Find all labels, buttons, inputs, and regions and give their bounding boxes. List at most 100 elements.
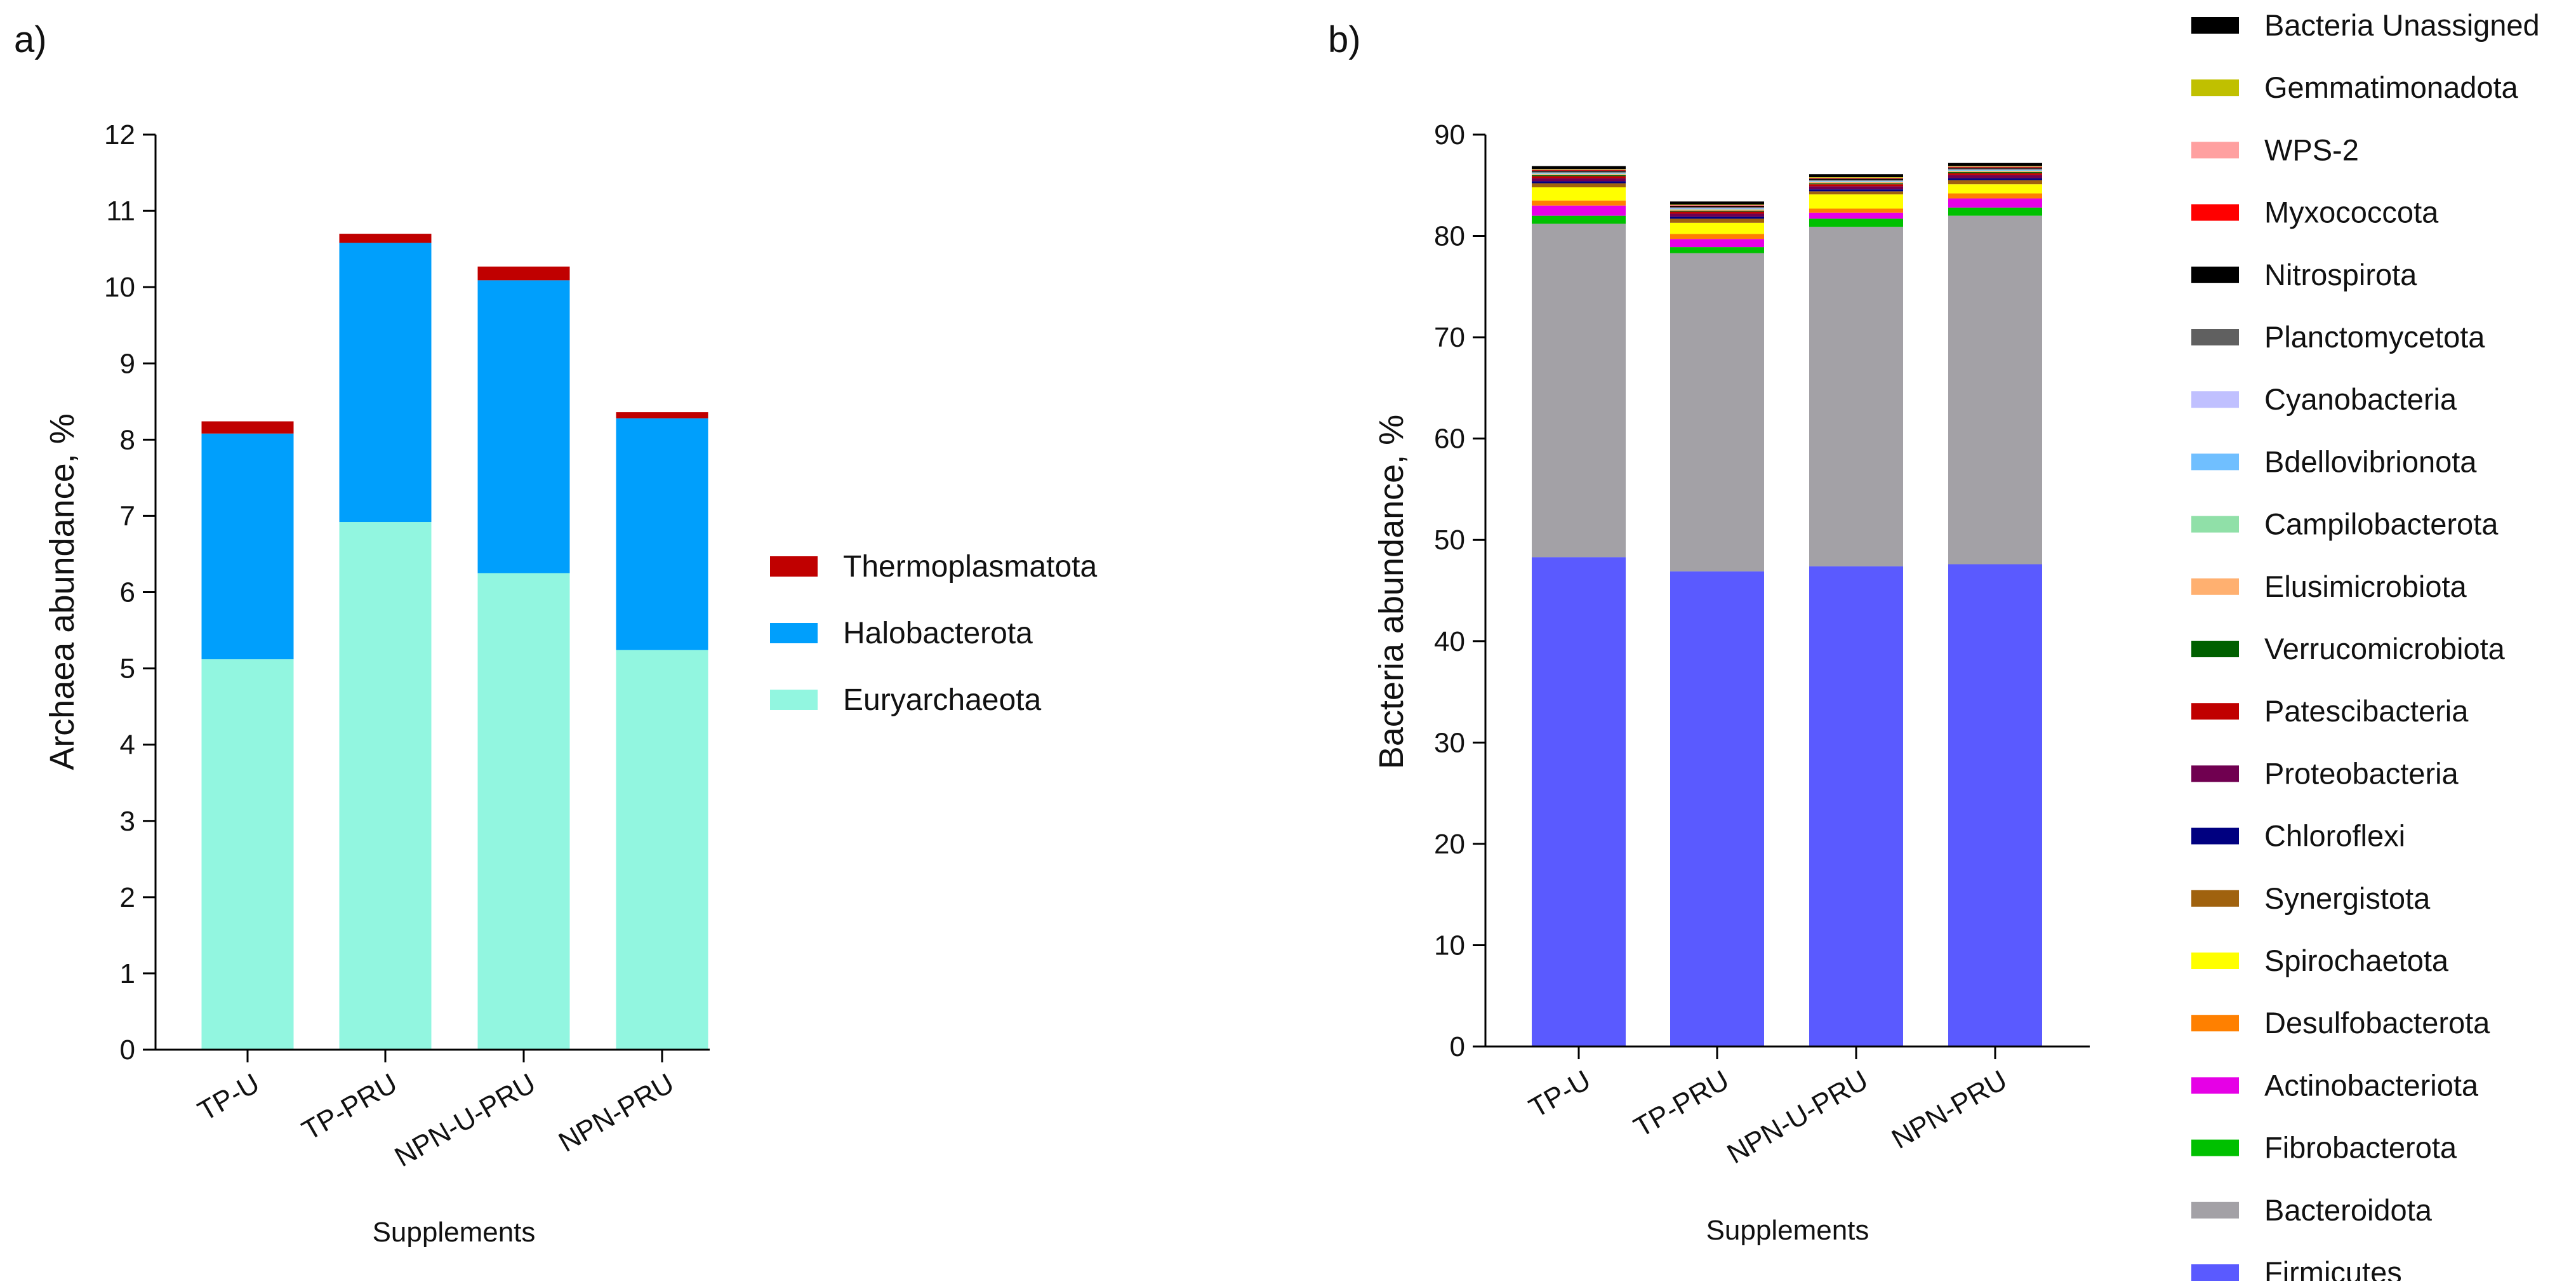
legend-label-spirochaetota: Spirochaetota (2264, 944, 2449, 977)
bar-elusimicrobiota-npn-pru (1948, 171, 2042, 173)
legend-swatch-bacteria-unassigned (2191, 17, 2239, 34)
bar-proteobacteria-tp-u (1532, 178, 1626, 182)
x-tick-label: NPN-U-PRU (390, 1067, 541, 1173)
bar-verrucomicrobiota-npn-u-pru (1809, 183, 1903, 185)
bar-proteobacteria-tp-pru (1670, 213, 1764, 217)
legend-label-fibrobacterota: Fibrobacterota (2264, 1131, 2457, 1165)
legend-swatch-campilobacterota (2191, 516, 2239, 533)
bar-elusimicrobiota-tp-u (1532, 174, 1626, 175)
bar-gemmatimonadota-tp-u (1532, 169, 1626, 170)
bar-myxococcota-npn-u-pru (1809, 178, 1903, 179)
bar-fibrobacterota-tp-u (1532, 215, 1626, 224)
bar-chloroflexi-npn-u-pru (1809, 189, 1903, 192)
y-tick-label: 0 (1450, 1031, 1465, 1062)
legend-swatch-synergistota (2191, 890, 2239, 907)
legend-label-proteobacteria: Proteobacteria (2264, 756, 2459, 790)
bar-cyanobacteria-tp-pru (1670, 208, 1764, 209)
bar-euryarchaeota-npn-pru (616, 650, 708, 1050)
y-tick-label: 9 (120, 348, 135, 379)
bar-synergistota-npn-u-pru (1809, 191, 1903, 195)
legend-swatch-spirochaetota (2191, 953, 2239, 969)
y-tick-label: 11 (106, 196, 135, 227)
x-tick-label: TP-PRU (297, 1067, 402, 1146)
panel-b-y-axis-label: Bacteria abundance, % (1372, 415, 1411, 769)
bar-planctomycetota-tp-pru (1670, 207, 1764, 208)
legend-label-bacteria-unassigned: Bacteria Unassigned (2264, 8, 2540, 42)
bar-patescibacteria-tp-u (1532, 176, 1626, 178)
legend-label-elusimicrobiota: Elusimicrobiota (2264, 570, 2467, 603)
x-tick-label: NPN-PRU (1887, 1064, 2012, 1155)
y-tick-label: 0 (120, 1034, 135, 1066)
bar-proteobacteria-npn-pru (1948, 175, 2042, 178)
bar-patescibacteria-npn-u-pru (1809, 184, 1903, 187)
panel-a-label: a) (14, 19, 47, 60)
y-tick-label: 4 (120, 730, 135, 761)
legend-label-bacteroidota: Bacteroidota (2264, 1193, 2433, 1227)
bar-myxococcota-npn-pru (1948, 167, 2042, 168)
bar-actinobacteriota-tp-pru (1670, 239, 1764, 248)
bar-nitrospirota-tp-pru (1670, 206, 1764, 208)
bar-elusimicrobiota-npn-u-pru (1809, 182, 1903, 184)
bar-synergistota-npn-pru (1948, 180, 2042, 185)
bar-fibrobacterota-npn-u-pru (1809, 218, 1903, 227)
bar-halobacterota-tp-pru (339, 243, 432, 523)
y-tick-label: 6 (120, 577, 135, 608)
legend-label-bdellovibrionota: Bdellovibrionota (2264, 445, 2477, 478)
bar-halobacterota-tp-u (201, 433, 294, 660)
bar-spirochaetota-npn-pru (1948, 184, 2042, 194)
bar-bacteroidota-npn-pru (1948, 215, 2042, 565)
bar-planctomycetota-npn-u-pru (1809, 180, 1903, 181)
panel-a-legend: Thermoplasmatota Halobacterota Euryarchaeo… (770, 550, 1097, 717)
y-tick-label: 30 (1434, 727, 1465, 758)
bar-desulfobacterota-npn-u-pru (1809, 208, 1903, 213)
bar-halobacterota-npn-u-pru (477, 280, 570, 573)
bar-verrucomicrobiota-tp-pru (1670, 210, 1764, 212)
panel-a-bars (201, 234, 708, 1050)
x-tick-label: NPN-PRU (554, 1067, 679, 1158)
bar-verrucomicrobiota-npn-pru (1948, 172, 2042, 173)
legend-swatch-proteobacteria (2191, 765, 2239, 782)
bar-thermoplasmatota-npn-pru (616, 412, 708, 418)
y-tick-label: 1 (120, 958, 135, 989)
y-tick-label: 3 (120, 806, 135, 837)
y-tick-label: 8 (120, 424, 135, 455)
x-tick-label: TP-U (1524, 1064, 1596, 1124)
y-tick-label: 2 (120, 882, 135, 913)
legend-label-nitrospirota: Nitrospirota (2264, 258, 2417, 291)
legend-label-euryarchaeota: Euryarchaeota (843, 683, 1041, 717)
bar-patescibacteria-npn-pru (1948, 173, 2042, 175)
legend-swatch-patescibacteria (2191, 703, 2239, 720)
legend-label-thermoplasmatota: Thermoplasmatota (843, 550, 1097, 584)
y-tick-label: 10 (1434, 930, 1465, 961)
legend-swatch-bdellovibrionota (2191, 453, 2239, 471)
bar-spirochaetota-npn-u-pru (1809, 194, 1903, 209)
legend-swatch-desulfobacterota (2191, 1015, 2239, 1032)
bar-bacteria-unassigned-tp-pru (1670, 201, 1764, 205)
bar-bacteroidota-tp-pru (1670, 253, 1764, 572)
bar-bacteria-unassigned-tp-u (1532, 166, 1626, 170)
bar-bacteroidota-tp-u (1532, 224, 1626, 558)
y-tick-label: 60 (1434, 424, 1465, 455)
legend-label-halobacterota: Halobacterota (843, 617, 1033, 650)
bar-campilobacterota-tp-pru (1670, 209, 1764, 210)
y-tick-label: 40 (1434, 626, 1465, 657)
bar-bacteroidota-npn-u-pru (1809, 227, 1903, 566)
legend-swatch-chloroflexi (2191, 827, 2239, 845)
bar-fibrobacterota-npn-pru (1948, 207, 2042, 216)
bar-wps-2-tp-pru (1670, 204, 1764, 206)
legend-label-chloroflexi: Chloroflexi (2264, 819, 2405, 853)
bar-gemmatimonadota-npn-u-pru (1809, 177, 1903, 178)
bar-spirochaetota-tp-pru (1670, 222, 1764, 234)
panel-b-bacteria-chart: b) 0 10 20 30 40 50 60 70 80 90 TP-U TP-PRUNPN-U-P… (1328, 8, 2540, 1284)
bar-chloroflexi-tp-pru (1670, 217, 1764, 219)
y-tick-label: 12 (104, 119, 135, 150)
panel-b-x-axis-label: Supplements (1706, 1215, 1869, 1246)
legend-swatch-bacteroidota (2191, 1201, 2239, 1219)
bar-bdellovibrionota-npn-u-pru (1809, 181, 1903, 182)
bar-euryarchaeota-npn-u-pru (477, 573, 570, 1050)
legend-label-wps-2: WPS-2 (2264, 133, 2359, 166)
x-tick-label: TP-PRU (1629, 1064, 1734, 1143)
legend-swatch-fibrobacterota (2191, 1139, 2239, 1156)
legend-label-planctomycetota: Planctomycetota (2264, 320, 2485, 354)
